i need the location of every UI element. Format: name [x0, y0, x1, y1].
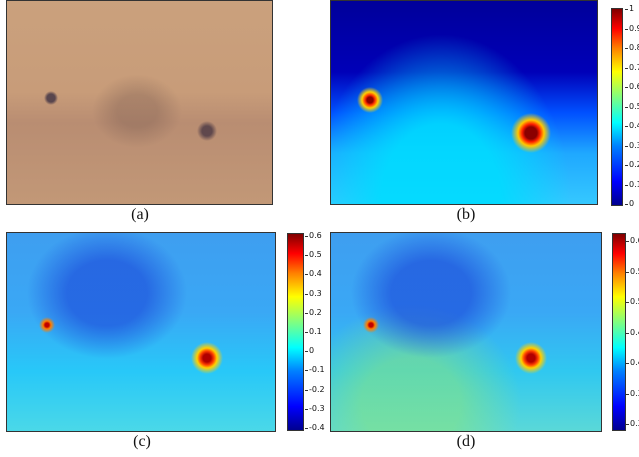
- colorbar-tick-label: 1: [624, 4, 635, 13]
- colorbar-tick-label: 0.1: [625, 180, 639, 189]
- colorbar-tick-label: 0.6: [625, 83, 639, 91]
- colorbar-tick-label: 0.3: [305, 288, 322, 298]
- colorbar-tick-label: 0.4: [305, 269, 322, 279]
- colorbar-tick-label: 0.6: [305, 231, 322, 240]
- caption-c: (c): [133, 433, 151, 450]
- colorbar-tick-label: 0.5: [626, 298, 639, 306]
- colorbar-c: [287, 233, 304, 431]
- colorbar-tick-label: 0.4: [625, 122, 639, 130]
- skin-image-panel-a: [6, 0, 273, 205]
- colorbar-tick-label: 0.9: [625, 24, 639, 33]
- colorbar-tick-label: 0.4: [626, 359, 639, 367]
- caption-d: (d): [456, 433, 476, 450]
- caption-a: (a): [131, 206, 149, 223]
- colorbar-tick-label: 0.2: [625, 161, 639, 169]
- colorbar-tick-label: 0.8: [625, 44, 639, 52]
- colorbar-tick-label: 0: [304, 346, 315, 356]
- colorbar-tick-label: -0.4: [305, 423, 325, 432]
- colorbar-tick-label: 0.5: [305, 250, 322, 260]
- colorbar-tick-label: 0.5: [625, 102, 639, 111]
- colorbar-tick-label: 0: [624, 199, 635, 208]
- colorbar-b: [611, 8, 623, 206]
- colorbar-tick-label: 0.3: [626, 389, 639, 398]
- colorbar-tick-label: 0.2: [305, 307, 322, 317]
- colorbar-tick-label: 0.3: [625, 141, 639, 150]
- colorbar-tick-label: 0.6: [626, 237, 639, 245]
- colorbar-tick-label: 0.3: [626, 420, 639, 428]
- colorbar-tick-label: -0.1: [305, 365, 325, 375]
- colorbar-tick-label: 0.5: [626, 267, 639, 276]
- heatmap-panel-d: [330, 232, 602, 432]
- caption-b: (b): [456, 206, 476, 223]
- colorbar-tick-label: -0.2: [305, 384, 325, 394]
- colorbar-tick-label: 0.4: [626, 328, 639, 337]
- colorbar-tick-label: 0.7: [625, 63, 639, 72]
- colorbar-tick-label: 0.1: [305, 327, 322, 336]
- heatmap-panel-b: [330, 0, 598, 205]
- colorbar-d: [612, 233, 626, 431]
- heatmap-panel-c: [6, 232, 276, 432]
- colorbar-tick-label: -0.3: [305, 403, 325, 413]
